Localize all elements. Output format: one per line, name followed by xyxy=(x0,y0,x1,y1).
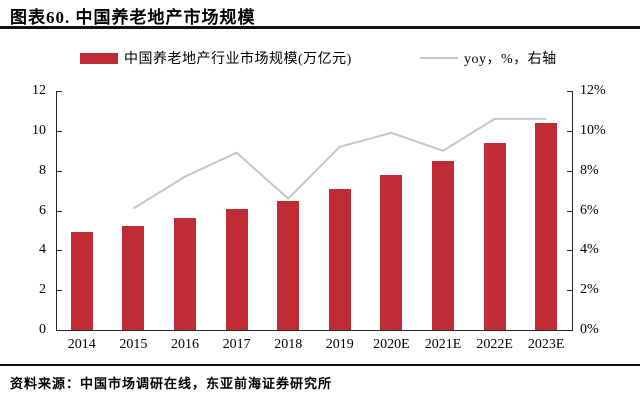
y-axis-right-tick xyxy=(567,330,572,331)
y-axis-left-label: 10 xyxy=(32,122,46,138)
y-axis-left-tick xyxy=(57,170,62,172)
bar-2020E xyxy=(380,174,403,330)
y-axis-left-label: 8 xyxy=(39,162,46,178)
y-axis-left-tick xyxy=(57,130,62,132)
y-axis-left-tick xyxy=(57,210,62,212)
bar-series-swatch xyxy=(80,52,118,64)
y-axis-right-tick xyxy=(567,290,572,292)
x-axis-label: 2022E xyxy=(476,337,513,352)
source-note: 资料来源：中国市场调研在线，东亚前海证券研究所 xyxy=(10,376,333,391)
bar-2015 xyxy=(122,226,145,330)
y-axis-right-tick xyxy=(567,210,572,212)
x-axis-label: 2017 xyxy=(222,337,251,352)
x-axis-label: 2016 xyxy=(171,337,199,352)
y-axis-right-label: 12% xyxy=(580,83,606,98)
title-rule xyxy=(0,26,640,29)
y-axis-left-label: 0 xyxy=(39,322,46,337)
figure-title: 图表60. 中国养老地产市场规模 xyxy=(10,8,256,27)
y-axis-left-label: 12 xyxy=(32,83,46,98)
x-axis-label: 2020E xyxy=(373,337,410,352)
bar-2021E xyxy=(432,160,454,330)
x-axis-label: 2021E xyxy=(424,337,462,352)
line-series-swatch xyxy=(420,57,458,59)
y-axis-left-label: 2 xyxy=(39,282,46,298)
y-axis-left-label: 6 xyxy=(39,202,46,218)
bar-2017 xyxy=(225,208,248,330)
y-axis-left-line xyxy=(56,91,57,331)
bar-2022E xyxy=(483,142,506,330)
x-axis-label: 2018 xyxy=(274,337,303,352)
y-axis-left-tick xyxy=(57,91,62,92)
y-axis-right-tick xyxy=(567,130,572,132)
x-axis-label: 2019 xyxy=(325,337,354,352)
legend-item-yoy: yoy，%，右轴 xyxy=(420,49,557,67)
bar-2016 xyxy=(174,218,196,330)
y-axis-right-label: 6% xyxy=(580,202,599,218)
y-axis-right-label: 8% xyxy=(580,162,599,178)
bar-2014 xyxy=(70,232,93,330)
bar-2018 xyxy=(277,200,300,330)
y-axis-right-label: 2% xyxy=(580,282,599,298)
y-axis-right-label: 4% xyxy=(580,242,599,258)
x-axis-label: 2023E xyxy=(527,337,565,352)
y-axis-right-line xyxy=(572,91,573,331)
legend-label-yoy: yoy，%，右轴 xyxy=(464,52,557,67)
y-axis-right-label: 10% xyxy=(580,122,606,138)
y-axis-left-label: 4 xyxy=(39,242,46,258)
y-axis-right-tick xyxy=(567,250,572,252)
bar-2019 xyxy=(328,188,351,330)
y-axis-left-tick xyxy=(57,330,62,331)
y-axis-left-tick xyxy=(57,290,62,292)
legend-label-market-size: 中国养老地产行业市场规模(万亿元) xyxy=(124,52,352,67)
y-axis-left-tick xyxy=(57,250,62,252)
x-axis-line xyxy=(56,330,573,331)
y-axis-right-tick xyxy=(567,170,572,172)
bar-2023E xyxy=(535,122,558,330)
x-axis-label: 2015 xyxy=(119,337,148,352)
x-axis-label: 2014 xyxy=(67,337,96,352)
y-axis-right-label: 0% xyxy=(580,322,599,337)
legend-item-market-size: 中国养老地产行业市场规模(万亿元) xyxy=(80,49,352,67)
footer-rule xyxy=(0,364,640,366)
y-axis-right-tick xyxy=(567,91,572,92)
